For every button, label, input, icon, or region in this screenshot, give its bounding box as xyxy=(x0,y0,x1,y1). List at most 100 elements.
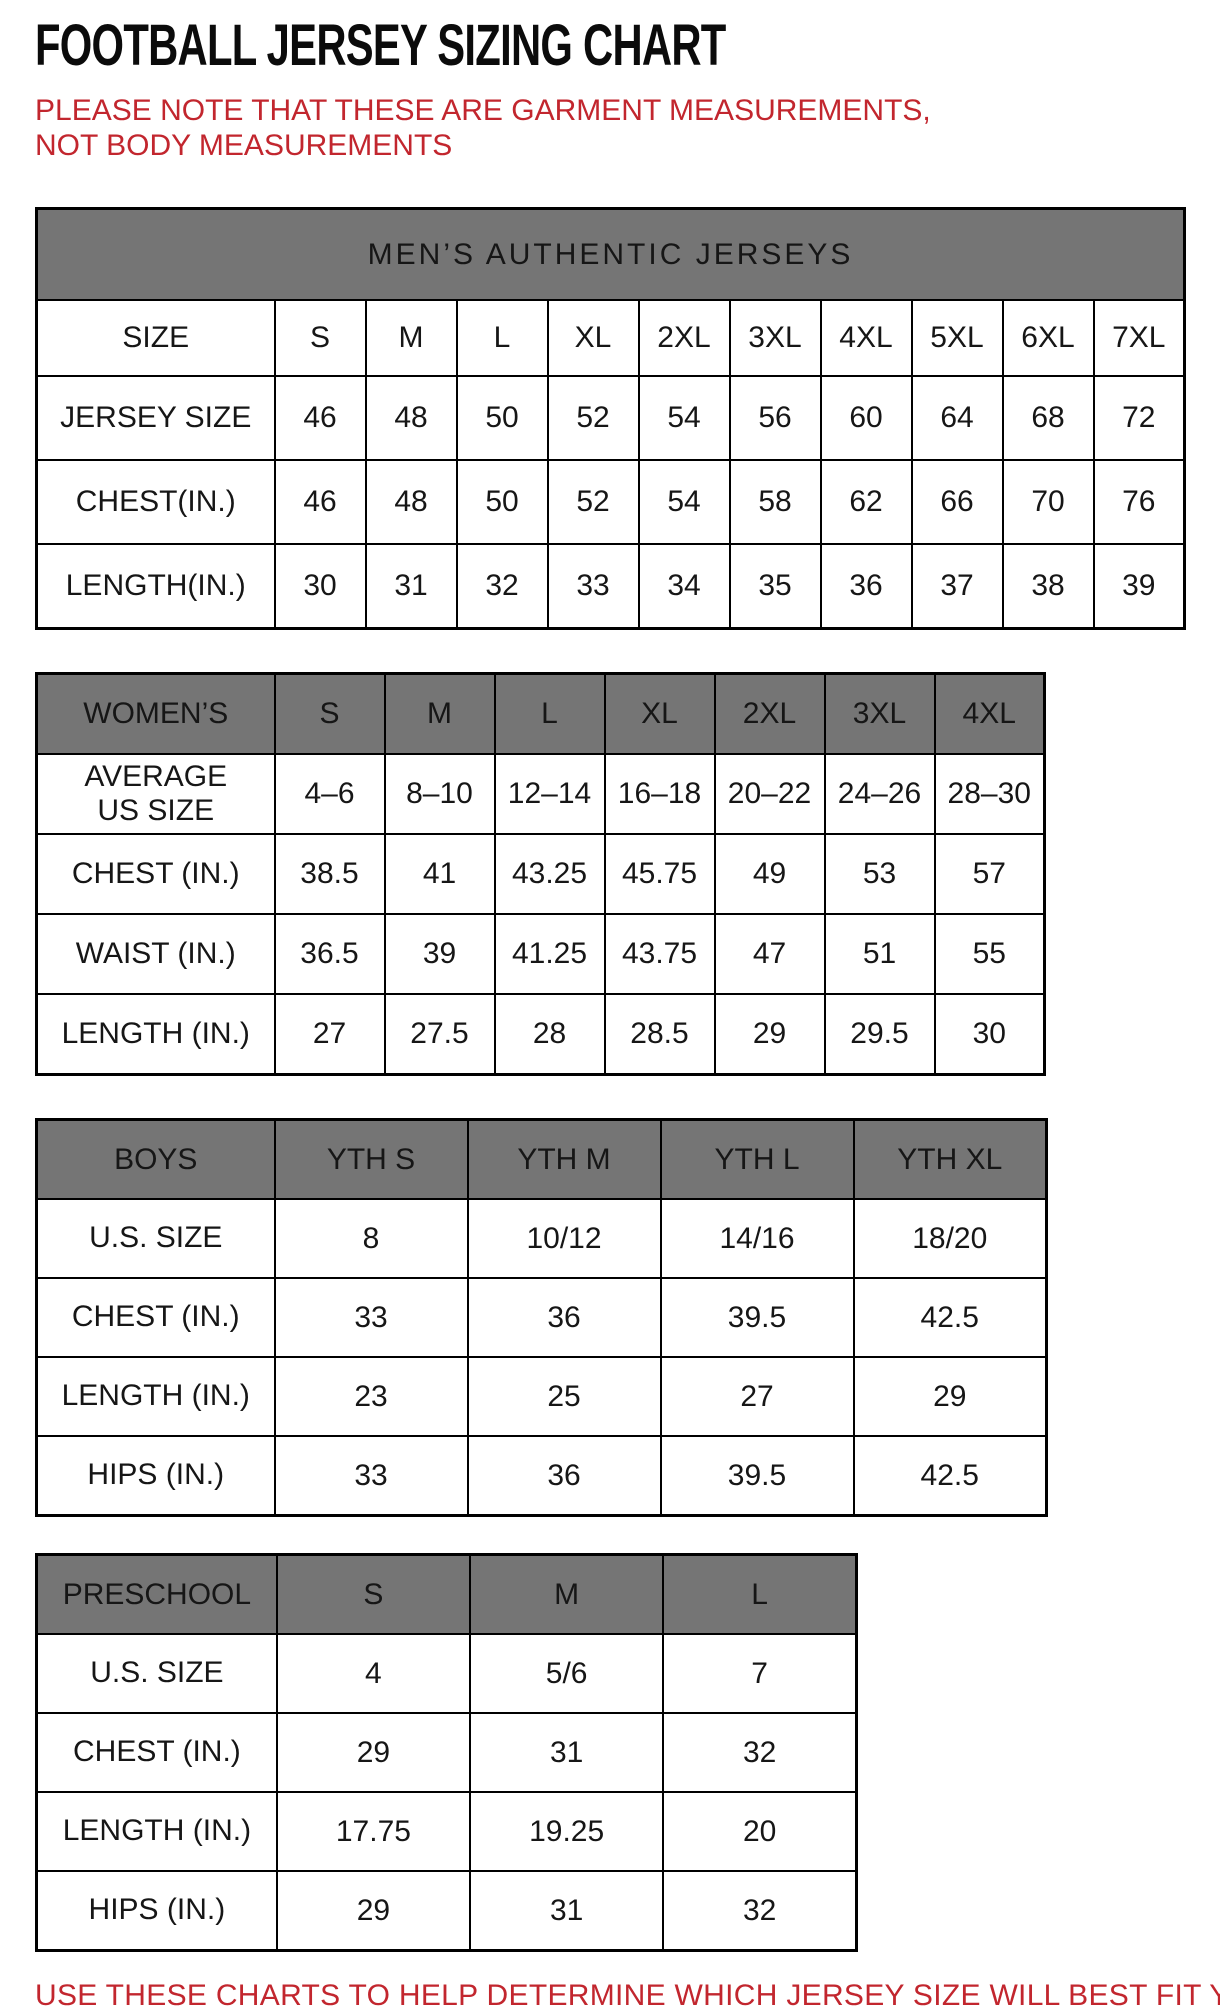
table-caption-row: MEN’S AUTHENTIC JERSEYS xyxy=(35,207,1186,302)
value-cell: 52 xyxy=(546,459,640,546)
value-cell: 20–22 xyxy=(713,753,826,836)
boys-jerseys-table: BOYS YTH S YTH M YTH L YTH XL U.S. SIZE … xyxy=(35,1118,1048,1518)
value-cell: 47 xyxy=(713,913,826,996)
size-header-cell: 6XL xyxy=(1001,299,1095,378)
value-cell: 4 xyxy=(275,1633,472,1715)
value-cell: 17.75 xyxy=(275,1791,472,1873)
value-cell: 23 xyxy=(273,1356,469,1438)
value-cell: 33 xyxy=(546,543,640,630)
womens-table-caption: WOMEN’S xyxy=(35,672,276,756)
page-title: FOOTBALL JERSEY SIZING CHART xyxy=(35,13,1220,78)
value-cell: 27.5 xyxy=(383,993,496,1076)
value-cell: 35 xyxy=(728,543,822,630)
value-cell: 36 xyxy=(466,1435,662,1517)
row-label-cell: LENGTH(IN.) xyxy=(35,543,276,630)
table-row: JERSEY SIZE 46 48 50 52 54 56 60 64 68 7… xyxy=(35,375,1186,462)
value-cell: 36 xyxy=(466,1277,662,1359)
table-row: WAIST (IN.) 36.5 39 41.25 43.75 47 51 55 xyxy=(35,913,1046,996)
value-cell: 31 xyxy=(469,1870,665,1952)
value-cell: 32 xyxy=(662,1870,858,1952)
value-cell: 53 xyxy=(823,833,936,916)
value-cell: 49 xyxy=(713,833,826,916)
size-header-cell: L xyxy=(493,672,606,756)
value-cell: 31 xyxy=(364,543,458,630)
value-cell: 16–18 xyxy=(603,753,716,836)
table-row: U.S. SIZE 8 10/12 14/16 18/20 xyxy=(35,1198,1048,1280)
row-label-cell: SIZE xyxy=(35,299,276,378)
value-cell: 38.5 xyxy=(273,833,386,916)
size-header-cell: S xyxy=(275,1553,472,1636)
value-cell: 56 xyxy=(728,375,822,462)
size-header-cell: XL xyxy=(603,672,716,756)
row-label-cell: U.S. SIZE xyxy=(35,1633,278,1715)
size-header-cell: YTH S xyxy=(273,1118,469,1201)
value-cell: 38 xyxy=(1001,543,1095,630)
size-header-cell: M xyxy=(383,672,496,756)
row-label-cell: CHEST(IN.) xyxy=(35,459,276,546)
size-header-cell: 2XL xyxy=(637,299,731,378)
page-title-text: FOOTBALL JERSEY SIZING CHART xyxy=(35,13,726,78)
table-row: LENGTH(IN.) 30 31 32 33 34 35 36 37 38 3… xyxy=(35,543,1186,630)
mens-authentic-jerseys-table: MEN’S AUTHENTIC JERSEYS SIZE S M L XL 2X… xyxy=(35,207,1187,631)
value-cell: 60 xyxy=(819,375,913,462)
value-cell: 64 xyxy=(910,375,1004,462)
value-cell: 36.5 xyxy=(273,913,386,996)
value-cell: 20 xyxy=(662,1791,858,1873)
row-label-cell: CHEST (IN.) xyxy=(35,833,276,916)
table-row: LENGTH (IN.) 27 27.5 28 28.5 29 29.5 30 xyxy=(35,993,1046,1076)
table-header-row: PRESCHOOL S M L xyxy=(35,1553,858,1636)
value-cell: 76 xyxy=(1092,459,1186,546)
value-cell: 70 xyxy=(1001,459,1095,546)
size-header-cell: 7XL xyxy=(1092,299,1186,378)
table-row: CHEST (IN.) 33 36 39.5 42.5 xyxy=(35,1277,1048,1359)
value-cell: 48 xyxy=(364,375,458,462)
value-cell: 46 xyxy=(273,375,367,462)
value-cell: 52 xyxy=(546,375,640,462)
table-row: LENGTH (IN.) 23 25 27 29 xyxy=(35,1356,1048,1438)
fit-guidance-note: USE THESE CHARTS TO HELP DETERMINE WHICH… xyxy=(35,1979,1220,2013)
row-label-cell: WAIST (IN.) xyxy=(35,913,276,996)
value-cell: 14/16 xyxy=(659,1198,855,1280)
value-cell: 10/12 xyxy=(466,1198,662,1280)
value-cell: 30 xyxy=(273,543,367,630)
size-header-cell: M xyxy=(469,1553,665,1636)
size-header-cell: YTH L xyxy=(659,1118,855,1201)
value-cell: 54 xyxy=(637,375,731,462)
table-row: LENGTH (IN.) 17.75 19.25 20 xyxy=(35,1791,858,1873)
row-label-cell: AVERAGE US SIZE xyxy=(35,753,276,836)
value-cell: 50 xyxy=(455,459,549,546)
value-cell: 7 xyxy=(662,1633,858,1715)
size-header-cell: S xyxy=(273,299,367,378)
table-header-row: BOYS YTH S YTH M YTH L YTH XL xyxy=(35,1118,1048,1201)
value-cell: 29.5 xyxy=(823,993,936,1076)
value-cell: 29 xyxy=(275,1870,472,1952)
size-header-cell: 4XL xyxy=(819,299,913,378)
value-cell: 48 xyxy=(364,459,458,546)
value-cell: 39 xyxy=(383,913,496,996)
value-cell: 68 xyxy=(1001,375,1095,462)
row-label-cell: LENGTH (IN.) xyxy=(35,1791,278,1873)
value-cell: 54 xyxy=(637,459,731,546)
size-header-cell: XL xyxy=(546,299,640,378)
value-cell: 72 xyxy=(1092,375,1186,462)
table-header-row: WOMEN’S S M L XL 2XL 3XL 4XL xyxy=(35,672,1046,756)
value-cell: 43.75 xyxy=(603,913,716,996)
table-header-row: SIZE S M L XL 2XL 3XL 4XL 5XL 6XL 7XL xyxy=(35,299,1186,378)
value-cell: 19.25 xyxy=(469,1791,665,1873)
value-cell: 27 xyxy=(659,1356,855,1438)
size-header-cell: 4XL xyxy=(933,672,1046,756)
value-cell: 57 xyxy=(933,833,1046,916)
value-cell: 24–26 xyxy=(823,753,936,836)
table-row: AVERAGE US SIZE 4–6 8–10 12–14 16–18 20–… xyxy=(35,753,1046,836)
size-header-cell: 3XL xyxy=(823,672,936,756)
size-header-cell: YTH XL xyxy=(852,1118,1048,1201)
row-label-cell: LENGTH (IN.) xyxy=(35,993,276,1076)
value-cell: 27 xyxy=(273,993,386,1076)
value-cell: 32 xyxy=(455,543,549,630)
value-cell: 51 xyxy=(823,913,936,996)
value-cell: 25 xyxy=(466,1356,662,1438)
size-header-cell: M xyxy=(364,299,458,378)
value-cell: 62 xyxy=(819,459,913,546)
mens-table-caption: MEN’S AUTHENTIC JERSEYS xyxy=(35,207,1186,302)
